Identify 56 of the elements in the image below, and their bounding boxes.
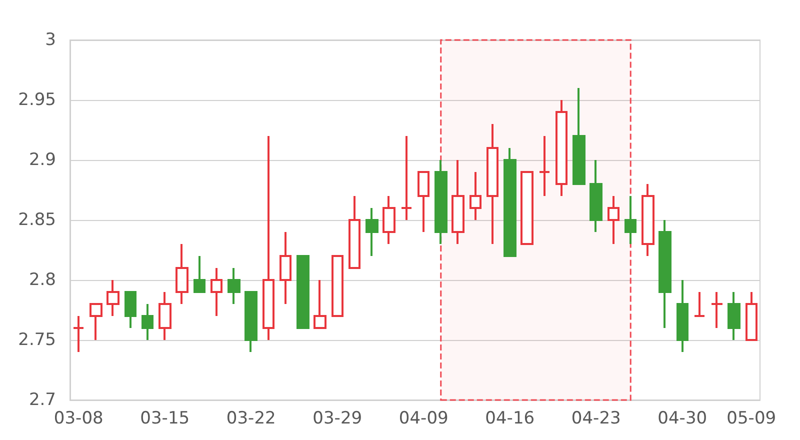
candlestick bbox=[728, 291, 740, 341]
candlestick bbox=[124, 291, 136, 329]
candlestick bbox=[176, 243, 188, 305]
candlestick bbox=[158, 291, 172, 341]
y-tick-label: 2.85 bbox=[18, 210, 56, 230]
x-tick-label: 03-29 bbox=[312, 408, 362, 428]
candlestick bbox=[590, 159, 602, 233]
candlestick bbox=[538, 135, 550, 197]
candlestick bbox=[418, 171, 430, 233]
y-tick-label: 2.95 bbox=[18, 90, 56, 110]
candlestick bbox=[366, 207, 378, 257]
x-tick-label: 03-08 bbox=[54, 408, 104, 428]
candlestick bbox=[280, 231, 292, 305]
candlestick bbox=[348, 195, 360, 269]
x-tick-label: 04-23 bbox=[571, 408, 621, 428]
candlestick bbox=[452, 159, 464, 245]
candlestick bbox=[572, 87, 586, 185]
candlestick bbox=[228, 267, 240, 305]
candlestick bbox=[746, 291, 758, 341]
candlestick bbox=[624, 195, 636, 245]
candlestick bbox=[72, 315, 84, 353]
candlestick bbox=[470, 171, 482, 221]
candlestick bbox=[710, 291, 724, 329]
x-tick-label: 04-16 bbox=[485, 408, 535, 428]
y-tick-label: 3 bbox=[45, 30, 56, 50]
candlestick bbox=[194, 255, 206, 293]
candlestick bbox=[142, 303, 154, 341]
candlestick bbox=[694, 291, 706, 317]
candlestick bbox=[676, 279, 688, 353]
candlestick bbox=[400, 135, 412, 221]
candlestick bbox=[90, 303, 102, 341]
candlestick bbox=[210, 267, 222, 317]
candlestick bbox=[296, 255, 310, 329]
candlestick bbox=[486, 123, 498, 245]
candlestick bbox=[556, 99, 568, 197]
y-tick-label: 2.75 bbox=[18, 330, 56, 350]
candlestick bbox=[434, 159, 448, 245]
candlestick bbox=[382, 195, 396, 245]
x-tick-label: 03-15 bbox=[140, 408, 190, 428]
candlestick bbox=[314, 279, 326, 329]
candlestick bbox=[262, 135, 274, 341]
candlestick bbox=[504, 147, 516, 257]
candlestick bbox=[608, 195, 620, 245]
x-tick-label: 04-09 bbox=[398, 408, 448, 428]
candlestick bbox=[642, 183, 654, 257]
candlestick bbox=[106, 279, 120, 317]
y-tick-label: 2.9 bbox=[28, 150, 56, 170]
candlestick bbox=[244, 291, 258, 353]
x-tick-label: 03-22 bbox=[226, 408, 276, 428]
candlestick bbox=[520, 171, 534, 245]
y-tick-label: 2.7 bbox=[28, 390, 56, 410]
candlestick bbox=[658, 219, 672, 329]
candlestick bbox=[332, 255, 344, 317]
x-tick-label: 04-30 bbox=[658, 408, 708, 428]
y-tick-label: 2.8 bbox=[28, 270, 56, 290]
x-tick-label: 05-09 bbox=[726, 408, 776, 428]
